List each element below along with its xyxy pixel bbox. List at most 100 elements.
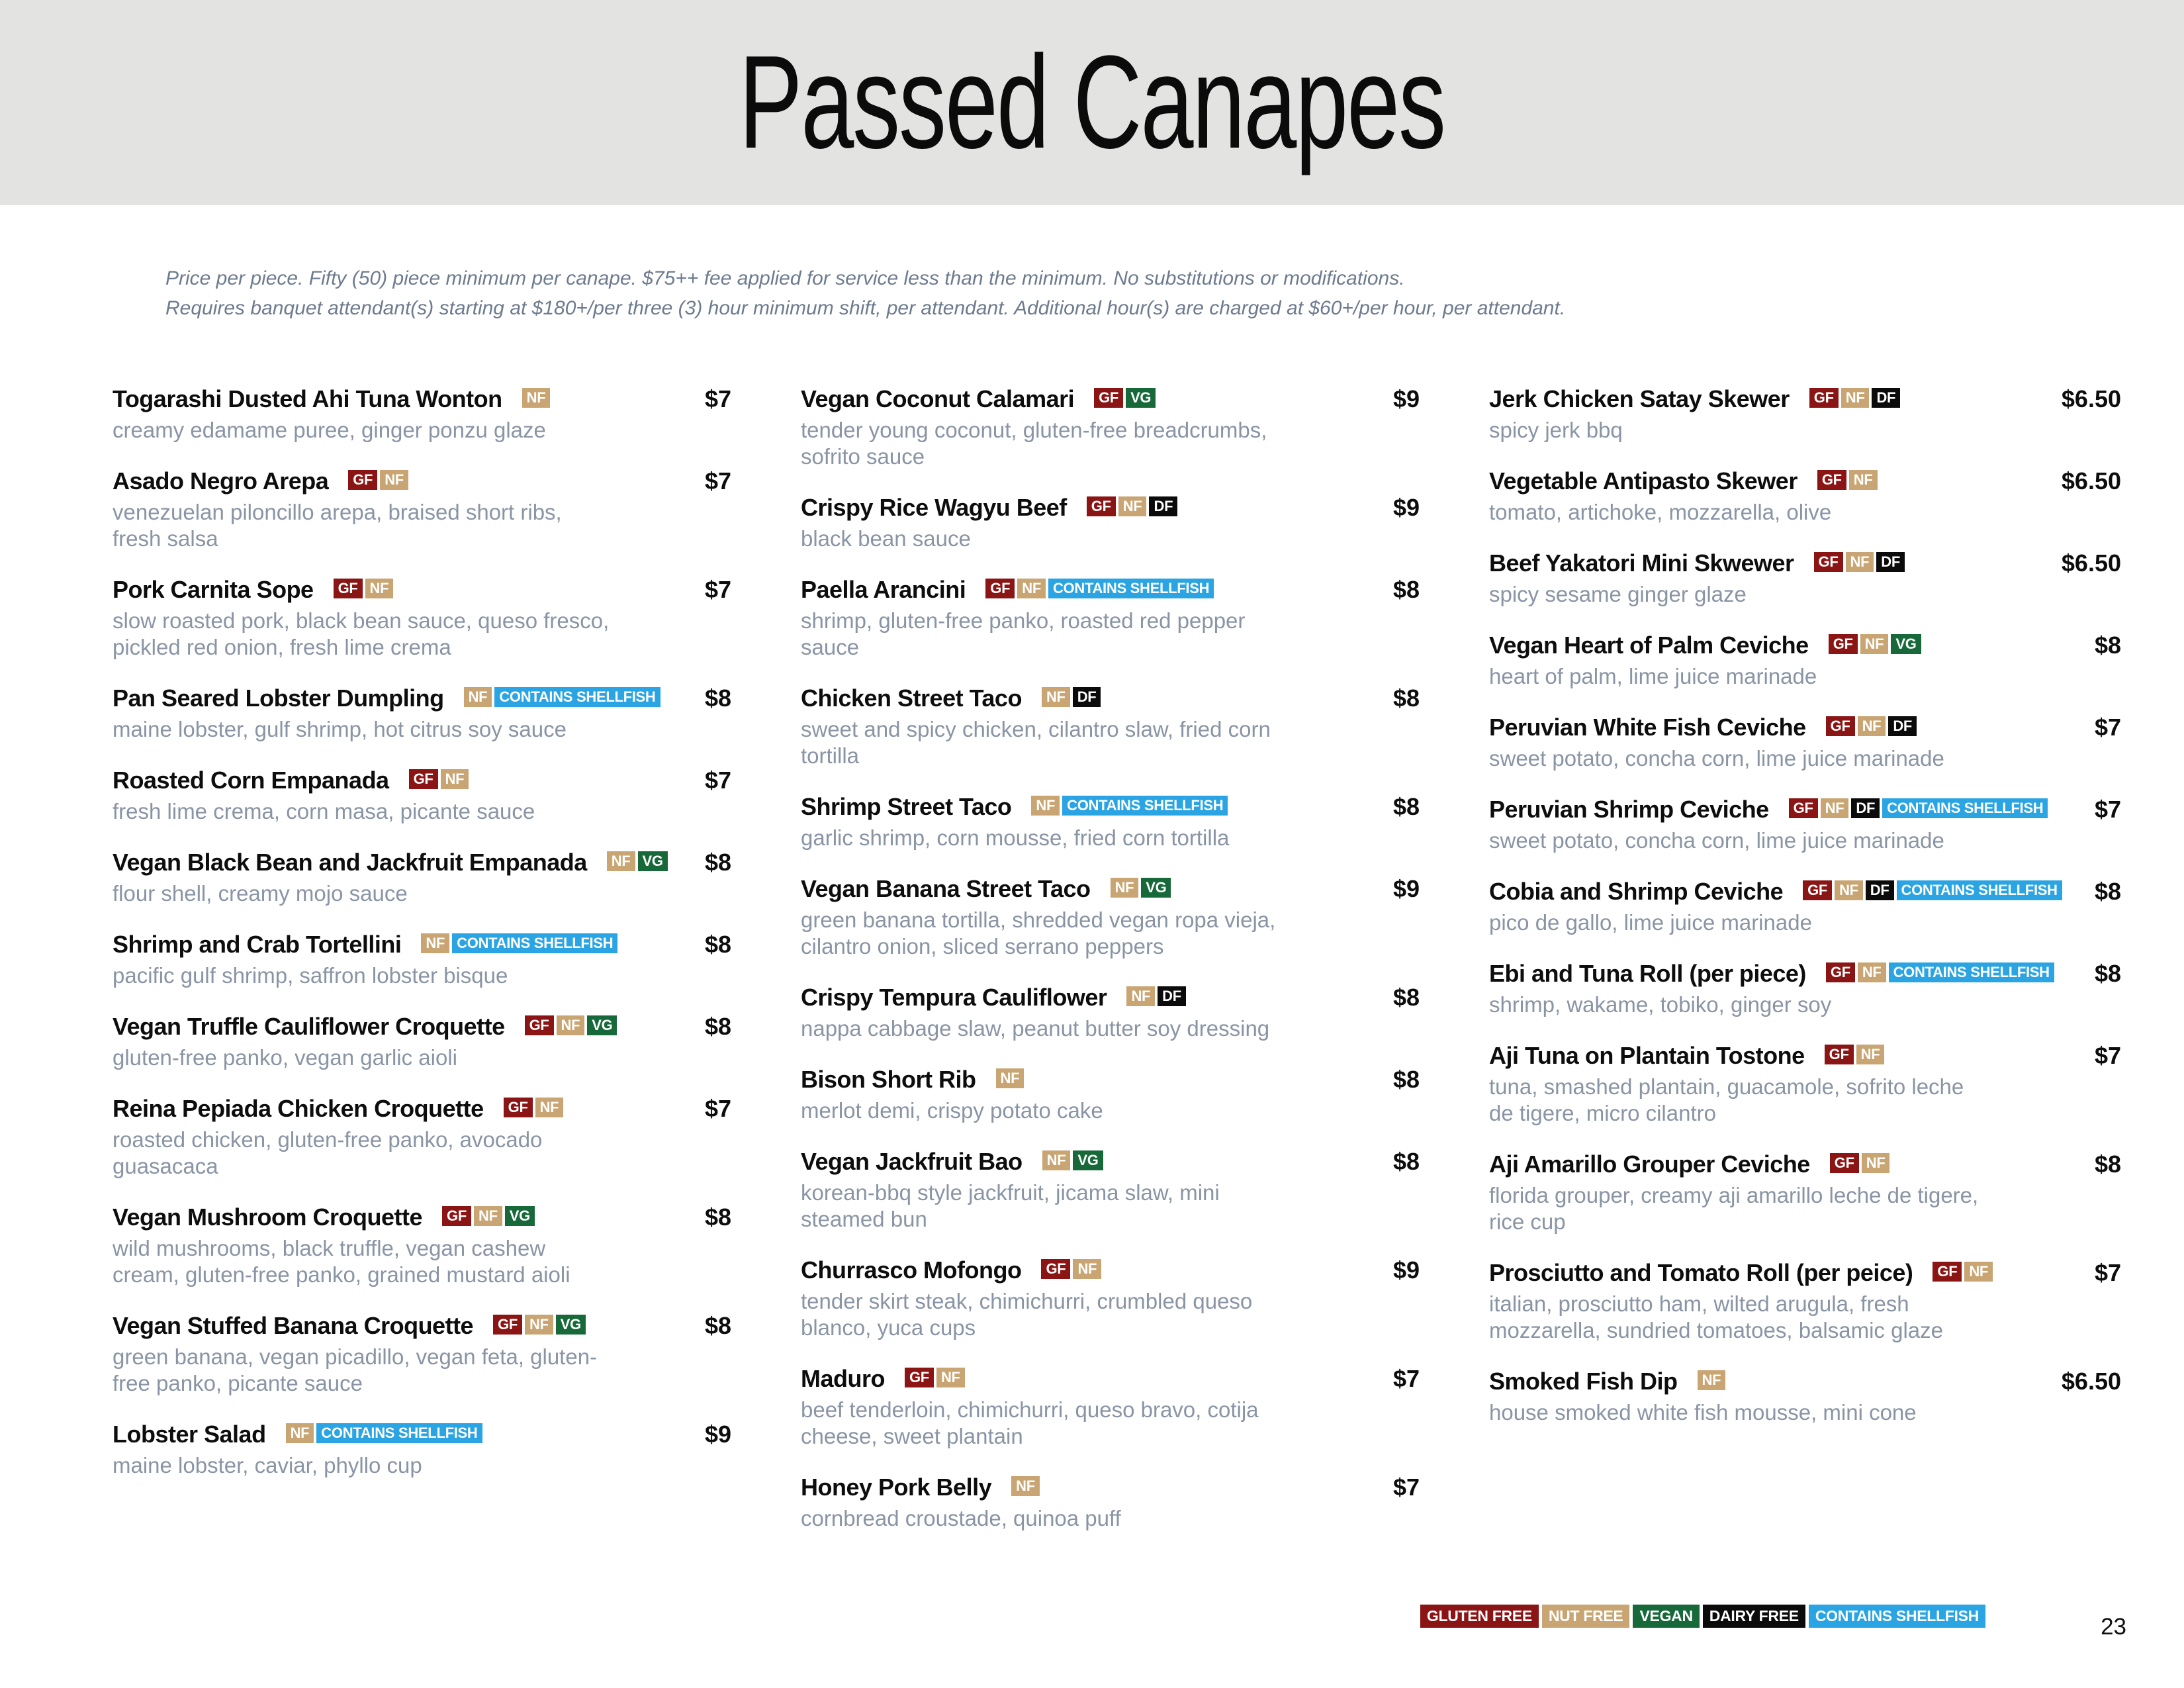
badge-nf: NF	[1835, 880, 1863, 900]
item-name: Lobster Salad	[113, 1421, 266, 1448]
badge-nf: NF	[380, 470, 408, 490]
badge-df: DF	[1876, 552, 1905, 572]
item-name: Pork Carnita Sope	[113, 576, 314, 603]
badge-gf: GF	[1803, 880, 1833, 900]
item-description: sweet potato, concha corn, lime juice ma…	[1489, 746, 1944, 771]
item-name: Smoked Fish Dip	[1489, 1368, 1678, 1395]
badge-nf: NF	[1118, 496, 1147, 516]
item-badges: NF CONTAINS SHELLFISH	[285, 1423, 482, 1443]
badge-df: DF	[1872, 388, 1901, 408]
item-description: sweet and spicy chicken, cilantro slaw, …	[801, 717, 1271, 768]
badge-contains-shellfish: CONTAINS SHELLFISH	[1882, 798, 2048, 818]
item-name: Vegan Coconut Calamari	[801, 385, 1075, 412]
badge-nf: NF	[522, 388, 551, 408]
item-description: shrimp, wakame, tobiko, ginger soy	[1489, 992, 1832, 1017]
badge-nf: NF	[1845, 552, 1874, 572]
item-description: tender skirt steak, chimichurri, crumble…	[801, 1289, 1253, 1340]
badge-nf: NF	[1697, 1370, 1726, 1390]
item-name: Roasted Corn Empanada	[113, 767, 389, 794]
item-name: Peruvian White Fish Ceviche	[1489, 714, 1806, 741]
item-price: $7	[1392, 1365, 1420, 1392]
item-badges: GF NF DF	[1825, 716, 1917, 736]
badge-df: DF	[1158, 986, 1186, 1006]
item-description: house smoked white fish mousse, mini con…	[1489, 1400, 1917, 1425]
item-description: florida grouper, creamy aji amarillo lec…	[1489, 1183, 1979, 1234]
item-badges: GF NF	[905, 1368, 965, 1387]
menu-item-header: Roasted Corn Empanada GF NF $7	[113, 765, 731, 796]
legend-gluten-free: GLUTEN FREE	[1420, 1605, 1539, 1628]
item-price: $6.50	[2061, 549, 2121, 577]
page-number: 23	[2101, 1614, 2126, 1640]
item-price: $8	[704, 1312, 731, 1339]
item-price: $8	[1392, 1148, 1420, 1175]
badge-vg: VG	[1891, 634, 1921, 654]
item-name: Crispy Tempura Cauliflower	[801, 984, 1107, 1011]
badge-vg: VG	[555, 1315, 586, 1335]
badge-gf: GF	[1829, 1153, 1859, 1173]
menu-item: Vegetable Antipasto Skewer GF NF $6.50 tomat…	[1489, 466, 2121, 526]
item-badges: GF NF VG	[493, 1315, 586, 1335]
item-name: Prosciutto and Tomato Roll (per peice)	[1489, 1259, 1913, 1286]
menu-item: Prosciutto and Tomato Roll (per peice) GF…	[1489, 1258, 2121, 1344]
item-description: slow roasted pork, black bean sauce, que…	[113, 608, 610, 659]
menu-column-3: Jerk Chicken Satay Skewer GF NF DF $6.50 spic…	[1489, 384, 2121, 1554]
menu-item-header: Maduro GF NF $7	[801, 1364, 1420, 1394]
menu-item: Crispy Tempura Cauliflower NF DF $8 nappa ca…	[801, 982, 1420, 1042]
menu-item: Aji Tuna on Plantain Tostone GF NF $7 tuna, …	[1489, 1041, 2121, 1127]
item-description: nappa cabbage slaw, peanut butter soy dr…	[801, 1016, 1270, 1041]
item-price: $7	[1392, 1474, 1420, 1501]
item-price: $8	[1392, 1066, 1420, 1093]
item-price: $7	[2094, 714, 2121, 741]
menu-item: Pan Seared Lobster Dumpling NF CONTAINS SH…	[113, 683, 731, 743]
menu-item: Lobster Salad NF CONTAINS SHELLFISH $9 maine…	[113, 1419, 731, 1479]
badge-nf: NF	[1031, 796, 1060, 816]
item-badges: GF NF	[1933, 1262, 1993, 1282]
menu-item-header: Vegetable Antipasto Skewer GF NF $6.50	[1489, 466, 2121, 496]
menu-item: Vegan Mushroom Croquette GF NF VG $8 wild mus…	[113, 1202, 731, 1288]
item-badges: GF NF CONTAINS SHELLFISH	[1825, 962, 2054, 982]
item-price: $6.50	[2061, 385, 2121, 412]
item-name: Shrimp Street Taco	[801, 793, 1012, 820]
badge-gf: GF	[333, 579, 363, 598]
badge-nf: NF	[421, 933, 450, 953]
item-description: wild mushrooms, black truffle, vegan cas…	[113, 1236, 570, 1287]
item-name: Pan Seared Lobster Dumpling	[113, 684, 444, 712]
menu-item-header: Pork Carnita Sope GF NF $7	[113, 575, 731, 605]
legend-nut-free: NUT FREE	[1541, 1605, 1630, 1628]
menu-item-header: Pan Seared Lobster Dumpling NF CONTAINS SH…	[113, 683, 731, 714]
badge-gf: GF	[985, 579, 1015, 598]
badge-gf: GF	[493, 1315, 523, 1335]
item-price: $8	[704, 1013, 731, 1040]
item-price: $9	[1392, 1256, 1420, 1284]
badge-contains-shellfish: CONTAINS SHELLFISH	[1048, 579, 1214, 598]
item-description: black bean sauce	[801, 526, 971, 551]
item-name: Crispy Rice Wagyu Beef	[801, 494, 1067, 521]
item-badges: GF NF VG	[524, 1015, 617, 1035]
menu-item: Smoked Fish Dip NF $6.50 house smoked white…	[1489, 1366, 2121, 1426]
menu-item: Honey Pork Belly NF $7 cornbread croustade,…	[801, 1472, 1420, 1532]
item-description: maine lobster, caviar, phyllo cup	[113, 1453, 422, 1477]
badge-gf: GF	[1041, 1259, 1071, 1279]
menu-item-header: Chicken Street Taco NF DF $8	[801, 683, 1420, 714]
badge-nf: NF	[1073, 1259, 1102, 1279]
badge-vg: VG	[587, 1015, 617, 1035]
item-badges: NF	[522, 388, 551, 408]
menu-item-header: Ebi and Tuna Roll (per piece) GF NF CONTAIN…	[1489, 959, 2121, 989]
item-badges: NF	[995, 1068, 1024, 1088]
menu-item-header: Crispy Tempura Cauliflower NF DF $8	[801, 982, 1420, 1013]
item-badges: GF NF DF CONTAINS SHELLFISH	[1788, 798, 2048, 818]
item-name: Bison Short Rib	[801, 1066, 976, 1093]
menu-item: Cobia and Shrimp Ceviche GF NF DF CONTAINS S…	[1489, 876, 2121, 936]
item-name: Vegan Banana Street Taco	[801, 875, 1091, 902]
menu-item-header: Vegan Stuffed Banana Croquette GF NF VG $8	[113, 1311, 731, 1341]
badge-gf: GF	[1086, 496, 1116, 516]
badge-nf: NF	[365, 579, 394, 598]
badge-gf: GF	[1094, 388, 1124, 408]
menu-item: Churrasco Mofongo GF NF $9 tender skirt stea…	[801, 1255, 1420, 1341]
menu-item: Vegan Black Bean and Jackfruit Empanada N…	[113, 847, 731, 907]
item-badges: NF	[1011, 1476, 1040, 1496]
item-name: Beef Yakatori Mini Skwewer	[1489, 549, 1794, 577]
item-price: $7	[2094, 1042, 2121, 1069]
menu-item: Paella Arancini GF NF CONTAINS SHELLFISH $8 s…	[801, 575, 1420, 661]
menu-item-header: Vegan Jackfruit Bao NF VG $8	[801, 1147, 1420, 1177]
